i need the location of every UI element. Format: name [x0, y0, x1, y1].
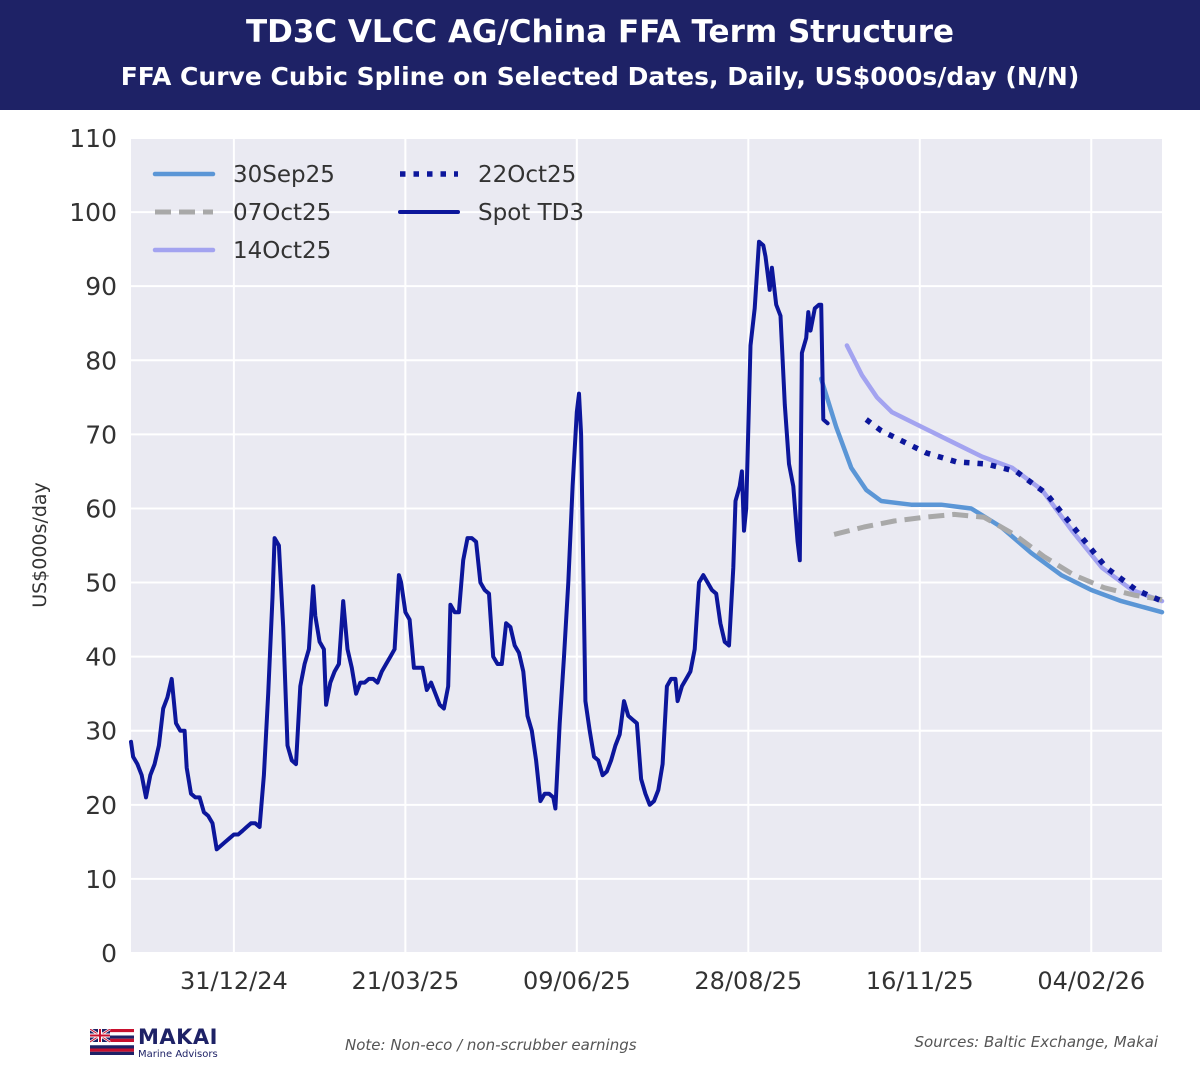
y-tick-label: 10 [85, 865, 117, 894]
logo-name: MAKAI [138, 1025, 218, 1049]
x-tick-label: 09/06/25 [523, 967, 631, 995]
series-line-spot-td3 [129, 239, 830, 852]
y-tick-label: 80 [85, 346, 117, 375]
series-lines [129, 239, 1165, 852]
x-tick-label: 21/03/25 [351, 967, 459, 995]
y-tick-label: 50 [85, 569, 117, 598]
sources-note: Sources: Baltic Exchange, Makai [914, 1033, 1158, 1051]
footnote: Note: Non-eco / non-scrubber earnings [345, 1036, 637, 1054]
y-tick-label: 60 [85, 494, 117, 523]
legend-label: 22Oct25 [478, 162, 576, 188]
logo-subtitle: Marine Advisors [138, 1049, 218, 1060]
y-axis-label: US$000s/day [29, 482, 51, 608]
legend-label: 07Oct25 [233, 200, 331, 226]
x-tick-label: 04/02/26 [1037, 967, 1145, 995]
y-tick-label: 0 [101, 939, 117, 968]
chart-header: TD3C VLCC AG/China FFA Term Structure FF… [0, 0, 1200, 110]
series-line-07oct25 [833, 511, 1163, 603]
series-line-22oct25 [864, 417, 1164, 604]
y-tick-label: 30 [85, 717, 117, 746]
series-line-30sep25 [818, 376, 1165, 615]
x-tick-label: 16/11/25 [866, 967, 974, 995]
legend: 30Sep25 07Oct25 14Oct25 22Oct25 Spot TD3 [152, 162, 584, 264]
y-tick-label: 20 [85, 791, 117, 820]
x-tick-labels: 31/12/24 21/03/25 09/06/25 28/08/25 16/11/25… [180, 967, 1145, 995]
y-tick-label: 40 [85, 643, 117, 672]
chart-subtitle: FFA Curve Cubic Spline on Selected Dates… [120, 62, 1080, 91]
chart-title: TD3C VLCC AG/China FFA Term Structure [245, 14, 955, 50]
line-chart: 0 10 20 30 40 50 60 70 80 90 100 110 31/12/24 21/03/… [29, 124, 1165, 995]
plot-area [131, 138, 1162, 953]
grid-lines [131, 137, 1162, 954]
y-tick-label: 100 [69, 198, 117, 227]
x-tick-label: 31/12/24 [180, 967, 288, 995]
y-tick-label: 70 [85, 420, 117, 449]
y-tick-label: 90 [85, 272, 117, 301]
legend-label: 30Sep25 [233, 162, 335, 188]
x-tick-label: 28/08/25 [694, 967, 802, 995]
legend-label: 14Oct25 [233, 238, 331, 264]
y-tick-label: 110 [69, 124, 117, 153]
legend-label: Spot TD3 [478, 200, 584, 226]
hawaii-flag-icon [90, 1029, 134, 1055]
series-line-14oct25 [844, 343, 1165, 604]
y-tick-labels: 0 10 20 30 40 50 60 70 80 90 100 110 [69, 124, 117, 968]
